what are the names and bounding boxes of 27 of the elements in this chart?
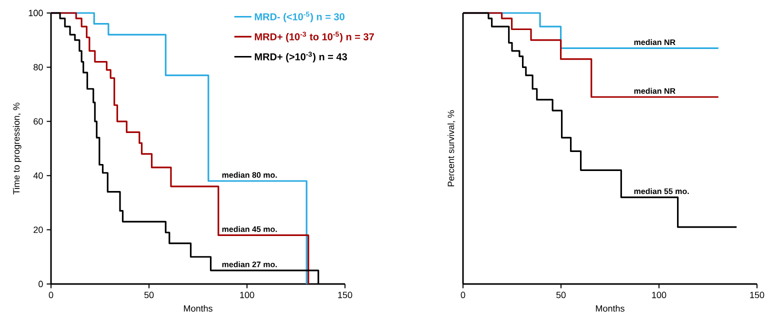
y-tick-label: 80: [34, 64, 43, 70]
x-tick-label: 100: [652, 292, 666, 298]
x-tick-label: 150: [750, 292, 764, 298]
y-tick-label: 0: [38, 280, 43, 288]
annotation: median 27 mo.: [222, 261, 277, 268]
x-tick-label: 50: [556, 292, 566, 298]
x-tick-label: 100: [240, 292, 254, 298]
annotation: median NR: [634, 39, 676, 46]
y-axis-title: Percent survival, %: [448, 110, 456, 186]
y-tick-label: 20: [34, 226, 43, 233]
y-axis-title: Time to progression, %: [12, 102, 22, 194]
legend-label: MRD+ (>10$^{-3}$) n = 43: [254, 52, 347, 62]
x-tick-label: 50: [144, 292, 154, 298]
annotation: median 45 mo.: [222, 226, 277, 232]
annotation: median 80 mo.: [222, 172, 277, 178]
x-tick-label: 0: [48, 292, 54, 298]
legend-label: MRD+ (10$^{-3}$ to 10$^{-5}$) n = 37: [254, 32, 374, 42]
annotation: median NR: [634, 88, 676, 94]
x-axis-title: Months: [596, 305, 624, 312]
y-tick-label: 100: [28, 10, 43, 16]
x-tick-label: 0: [460, 292, 466, 298]
x-axis-title: Months: [184, 305, 212, 312]
y-tick-label: 60: [34, 118, 43, 125]
y-tick-label: 40: [33, 172, 43, 179]
legend-label: MRD- (<10$^{-5}$) n = 30: [254, 12, 344, 22]
x-tick-label: 150: [338, 292, 352, 298]
annotation: median 55 mo.: [634, 188, 689, 194]
